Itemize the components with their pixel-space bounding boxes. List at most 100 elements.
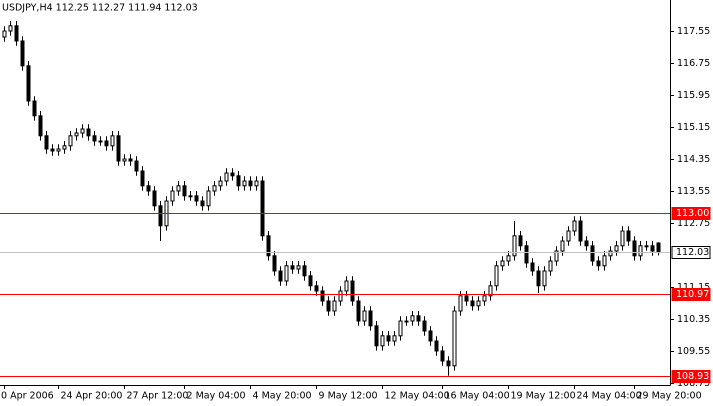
candle-body (152, 190, 157, 207)
candle-body (392, 335, 397, 342)
candle-body (302, 265, 307, 277)
candle-body (254, 180, 259, 187)
candle-body (110, 135, 115, 147)
candle-body (494, 265, 499, 287)
candle-body (398, 320, 403, 337)
candle-body (92, 135, 97, 142)
candle-body (212, 185, 217, 192)
candle-body (422, 320, 427, 332)
candle-body (38, 115, 43, 137)
candle-body (278, 270, 283, 282)
price-level-label: 112.03 (676, 247, 709, 258)
candle-body (8, 25, 13, 32)
candle-body (620, 230, 625, 247)
x-tick-label: 4 May 20:00 (253, 391, 312, 402)
candle-body (158, 205, 163, 227)
candle-body (14, 25, 19, 42)
candle-body (2, 30, 7, 38)
y-tick-label: 111.15 (677, 282, 710, 293)
candle-body (56, 148, 61, 152)
candle-body (170, 190, 175, 202)
candle-body (512, 235, 517, 257)
y-tick-label: 113.55 (677, 186, 710, 197)
candle-body (326, 300, 331, 312)
candle-body (452, 310, 457, 367)
candle-body (410, 315, 415, 322)
price-level-box (671, 370, 711, 383)
candle-body (224, 172, 229, 182)
candle-body (632, 240, 637, 257)
candle-body (284, 265, 289, 282)
candle-body (536, 270, 541, 287)
x-tick-label: 27 Apr 12:00 (127, 391, 189, 402)
candle-body (518, 235, 523, 247)
x-tick-label: 0 Apr 2006 (1, 391, 54, 402)
price-level-box (671, 207, 711, 220)
candle-body (242, 180, 247, 187)
y-tick-label: 116.75 (677, 58, 710, 69)
candle-body (548, 260, 553, 272)
candle-body (50, 148, 55, 152)
candle-body (98, 140, 103, 143)
candle-body (638, 245, 643, 257)
candle-body (386, 335, 391, 342)
candle-body (44, 135, 49, 150)
candle-body (578, 220, 583, 242)
candle-body (320, 290, 325, 302)
y-tick-label: 112.75 (677, 218, 710, 229)
candle-body (236, 175, 241, 187)
y-tick-label: 115.95 (677, 90, 710, 101)
candle-body (344, 280, 349, 292)
x-tick-label: 2 May 04:00 (187, 391, 246, 402)
y-tick-label: 114.35 (677, 154, 710, 165)
candle-body (656, 242, 661, 253)
candle-body (356, 300, 361, 322)
candle-body (560, 240, 565, 252)
candle-body (470, 300, 475, 307)
candle-body (488, 285, 493, 297)
candle-body (446, 360, 451, 367)
x-tick-label: 16 May 04:00 (445, 391, 510, 402)
candle-body (200, 200, 205, 207)
candle-body (350, 280, 355, 302)
candle-body (146, 185, 151, 192)
x-tick-label: 24 Apr 20:00 (61, 391, 123, 402)
price-level-label: 113.00 (676, 208, 709, 219)
x-tick-label: 9 May 12:00 (319, 391, 378, 402)
candle-body (218, 180, 223, 187)
candle-body (380, 335, 385, 347)
candle-body (176, 185, 181, 192)
candle-body (140, 170, 145, 187)
candle-body (440, 350, 445, 362)
candle-body (128, 158, 133, 162)
candle-body (404, 320, 409, 323)
candle-body (458, 295, 463, 312)
y-tick-label: 115.15 (677, 122, 710, 133)
candle-body (80, 128, 85, 134)
candle-body (266, 235, 271, 257)
candle-body (374, 325, 379, 347)
y-tick-label: 109.55 (677, 346, 710, 357)
candle-body (542, 270, 547, 287)
candle-body (230, 172, 235, 177)
candle-body (332, 300, 337, 312)
candle-body (74, 132, 79, 137)
candle-body (314, 285, 319, 292)
price-level-label: 108.93 (676, 371, 709, 382)
candle-body (32, 100, 37, 117)
candle-body (296, 265, 301, 270)
candle-body (650, 245, 655, 252)
candle-body (188, 195, 193, 198)
x-tick-label: 12 May 04:00 (385, 391, 450, 402)
candle-body (434, 340, 439, 352)
candle-body (308, 275, 313, 287)
y-tick-label: 108.75 (677, 378, 710, 389)
x-tick-label: 19 May 12:00 (511, 391, 576, 402)
y-tick-label: 110.35 (677, 314, 710, 325)
candle-body (506, 255, 511, 262)
candle-body (260, 180, 265, 237)
candle-body (20, 40, 25, 67)
candle-body (596, 260, 601, 267)
candle-body (500, 260, 505, 267)
